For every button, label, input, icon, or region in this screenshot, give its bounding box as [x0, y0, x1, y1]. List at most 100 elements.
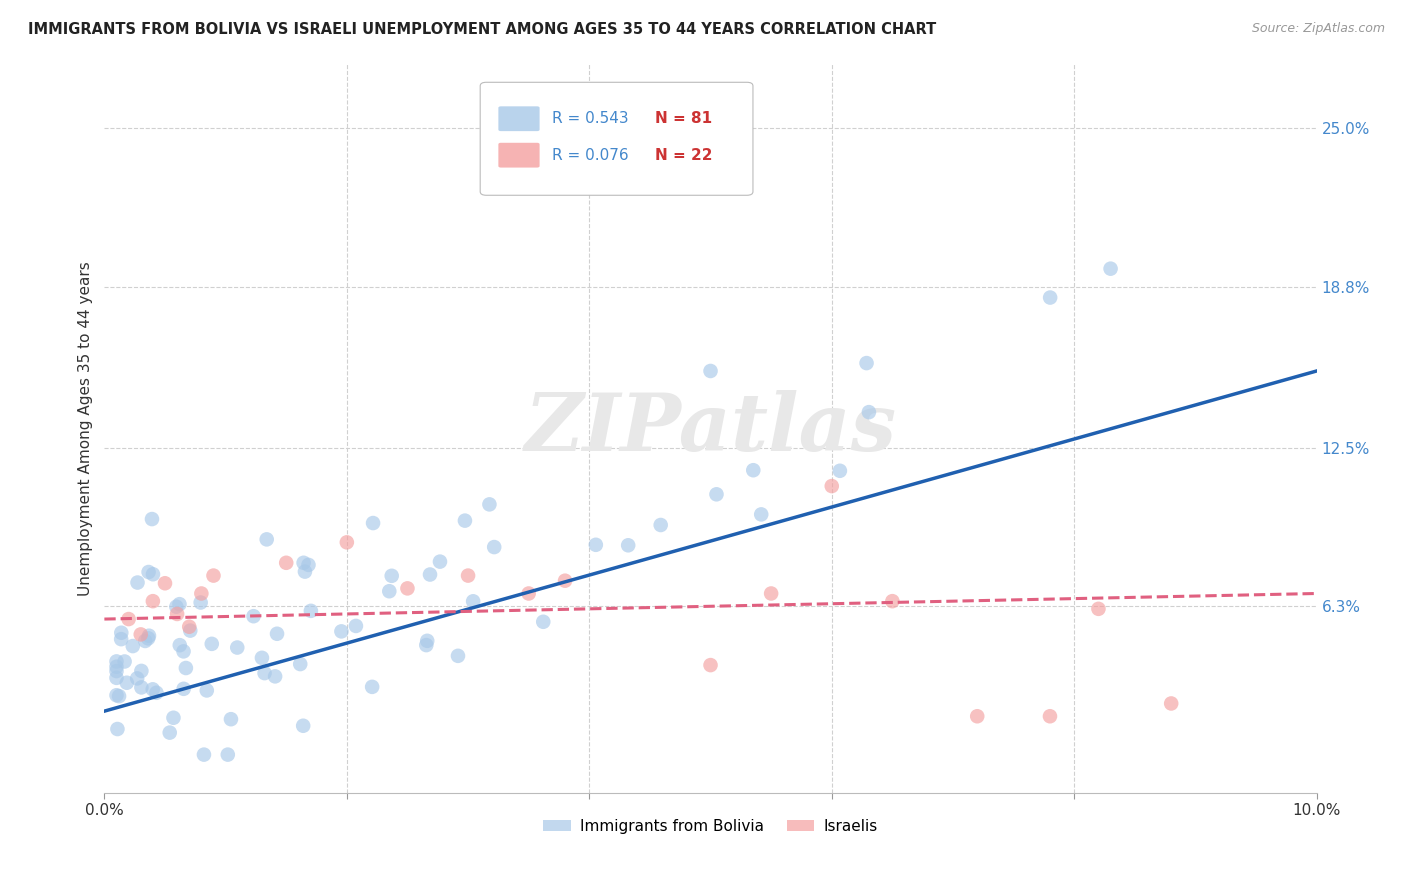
Point [253, 666, 276, 681]
Point [699, 658, 721, 673]
FancyBboxPatch shape [498, 143, 540, 168]
Point [821, 479, 844, 493]
Text: R = 0.543: R = 0.543 [551, 112, 628, 127]
Point [419, 567, 441, 582]
Point [699, 364, 721, 378]
Point [585, 538, 607, 552]
Point [108, 689, 131, 703]
Point [297, 558, 319, 572]
Point [361, 680, 384, 694]
Point [174, 661, 197, 675]
Point [153, 576, 176, 591]
Point [292, 719, 315, 733]
Point [276, 556, 298, 570]
Point [136, 632, 159, 646]
Point [105, 659, 128, 673]
Point [1039, 709, 1062, 723]
Point [117, 612, 139, 626]
Point [166, 607, 188, 621]
Point [162, 711, 184, 725]
Point [165, 599, 187, 614]
Point [217, 747, 239, 762]
Text: N = 81: N = 81 [655, 112, 711, 127]
Point [145, 686, 167, 700]
Point [134, 634, 156, 648]
Point [190, 586, 212, 600]
Point [142, 594, 165, 608]
Point [121, 639, 143, 653]
Point [1160, 697, 1182, 711]
Text: IMMIGRANTS FROM BOLIVIA VS ISRAELI UNEMPLOYMENT AMONG AGES 35 TO 44 YEARS CORREL: IMMIGRANTS FROM BOLIVIA VS ISRAELI UNEMP… [28, 22, 936, 37]
Text: R = 0.076: R = 0.076 [551, 148, 628, 162]
Point [202, 568, 225, 582]
Point [138, 565, 160, 579]
Point [299, 604, 322, 618]
Text: N = 22: N = 22 [655, 148, 713, 162]
Point [105, 688, 128, 702]
Point [264, 669, 287, 683]
Point [381, 569, 404, 583]
Point [517, 586, 540, 600]
Point [105, 671, 128, 685]
Legend: Immigrants from Bolivia, Israelis: Immigrants from Bolivia, Israelis [537, 813, 884, 840]
Point [115, 675, 138, 690]
Point [447, 648, 470, 663]
Point [706, 487, 728, 501]
Point [169, 638, 191, 652]
Point [429, 555, 451, 569]
Point [114, 655, 136, 669]
Point [190, 595, 212, 609]
Point [256, 533, 278, 547]
Point [129, 627, 152, 641]
Point [179, 620, 201, 634]
Point [195, 683, 218, 698]
Y-axis label: Unemployment Among Ages 35 to 44 years: Unemployment Among Ages 35 to 44 years [79, 261, 93, 596]
Point [454, 514, 477, 528]
Point [344, 619, 367, 633]
Point [266, 626, 288, 640]
Point [554, 574, 576, 588]
Point [759, 586, 782, 600]
Point [138, 629, 160, 643]
Point [396, 582, 419, 596]
Point [294, 565, 316, 579]
Point [193, 747, 215, 762]
Point [855, 356, 877, 370]
Point [173, 644, 195, 658]
FancyBboxPatch shape [481, 82, 754, 195]
Point [742, 463, 765, 477]
Point [110, 632, 132, 647]
Point [131, 664, 153, 678]
Point [1087, 602, 1109, 616]
Point [110, 625, 132, 640]
Point [105, 664, 128, 678]
Point [142, 567, 165, 582]
Point [457, 568, 479, 582]
Point [292, 556, 315, 570]
Point [361, 516, 384, 530]
Point [141, 512, 163, 526]
Point [336, 535, 359, 549]
Point [226, 640, 249, 655]
Point [173, 681, 195, 696]
Point [159, 725, 181, 739]
Point [219, 712, 242, 726]
Point [127, 575, 149, 590]
Point [250, 650, 273, 665]
Text: ZIPatlas: ZIPatlas [524, 390, 897, 467]
Point [882, 594, 904, 608]
Point [330, 624, 353, 639]
Point [858, 405, 880, 419]
Point [107, 722, 129, 736]
FancyBboxPatch shape [498, 106, 540, 131]
Point [1039, 291, 1062, 305]
Point [378, 584, 401, 599]
Point [463, 594, 485, 608]
Point [169, 597, 191, 611]
Point [201, 637, 224, 651]
Point [650, 518, 672, 533]
Text: Source: ZipAtlas.com: Source: ZipAtlas.com [1251, 22, 1385, 36]
Point [142, 682, 165, 697]
Point [531, 615, 554, 629]
Point [617, 538, 640, 552]
